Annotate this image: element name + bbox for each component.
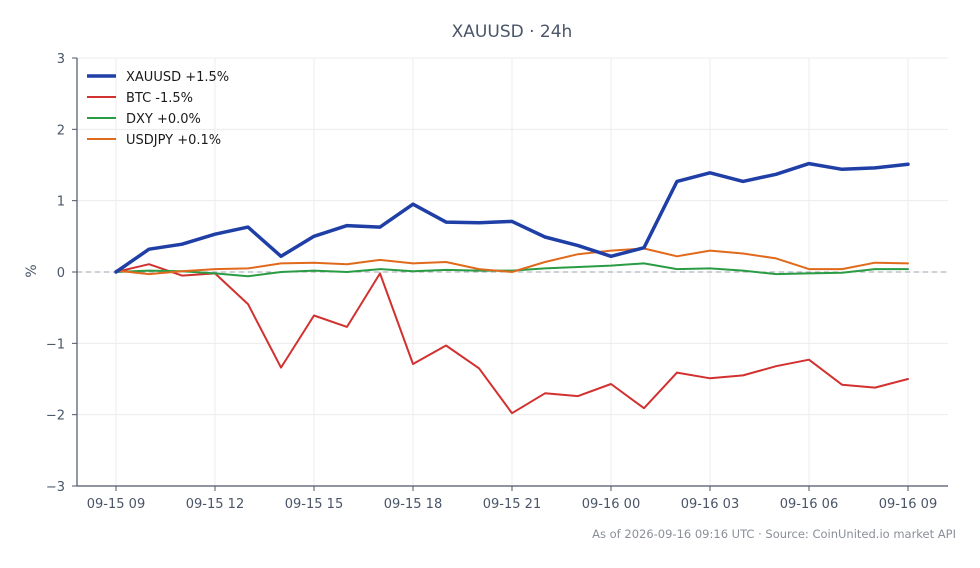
- x-tick-label: 09-15 18: [384, 497, 442, 512]
- x-tick-label: 09-16 06: [780, 497, 838, 512]
- chart-title: XAUUSD · 24h: [452, 22, 573, 42]
- legend: XAUUSD +1.5% BTC -1.5% DXY +0.0% USDJPY +0.…: [87, 70, 229, 148]
- y-axis-label: %: [24, 264, 40, 277]
- series-line-usdjpy: [115, 247, 909, 276]
- legend-label: USDJPY +0.1%: [126, 133, 221, 148]
- x-tick-label: 09-15 09: [87, 497, 145, 512]
- y-tick-label: −3: [46, 480, 65, 495]
- legend-label: XAUUSD +1.5%: [126, 70, 229, 85]
- x-tick-label: 09-16 00: [582, 497, 640, 512]
- x-tick-label: 09-16 09: [879, 497, 937, 512]
- legend-label: DXY +0.0%: [126, 112, 201, 127]
- y-tick-label: −1: [46, 337, 65, 352]
- x-tick-label: 09-15 21: [483, 497, 541, 512]
- series-line-btc: [115, 263, 909, 415]
- y-tick-label: 2: [57, 123, 65, 138]
- legend-label: BTC -1.5%: [126, 91, 193, 106]
- x-tick-label: 09-16 03: [681, 497, 739, 512]
- y-tick-label: 1: [57, 195, 65, 210]
- series-lines: [114, 161, 910, 415]
- x-tick-label: 09-15 12: [186, 497, 244, 512]
- y-tick-label: 0: [57, 266, 65, 281]
- series-line-xauusd: [114, 161, 910, 274]
- chart-footnote: As of 2026-09-16 09:16 UTC · Source: Coi…: [592, 527, 956, 541]
- y-tick-label: −2: [46, 409, 65, 424]
- x-tick-label: 09-15 15: [285, 497, 343, 512]
- y-ticks: −3 −2 −1 0 1 2 3: [46, 52, 77, 495]
- series-line-dxy: [115, 262, 909, 278]
- y-tick-label: 3: [57, 52, 65, 67]
- x-ticks: 09-15 09 09-15 12 09-15 15 09-15 18 09-15 21…: [87, 486, 937, 512]
